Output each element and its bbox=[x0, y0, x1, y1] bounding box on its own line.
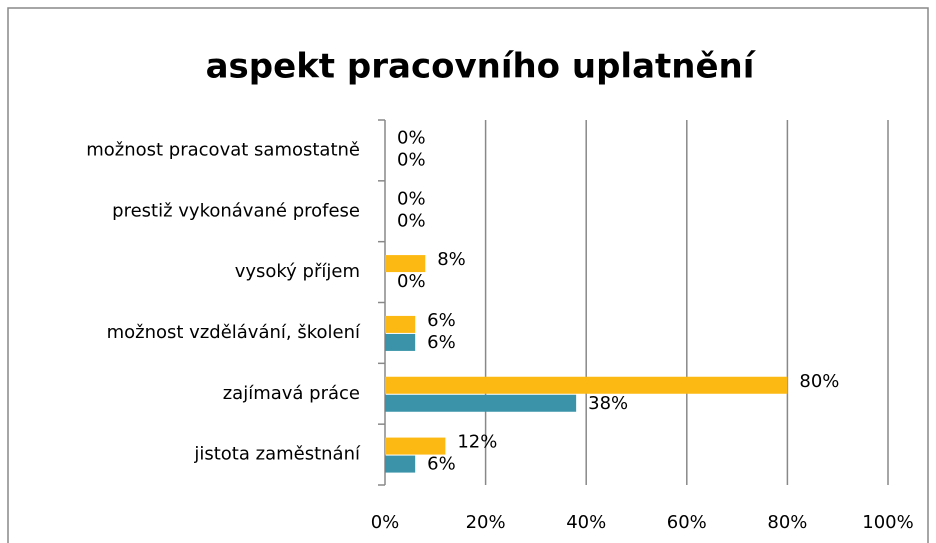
data-label: 0% bbox=[397, 271, 426, 292]
data-label: 12% bbox=[457, 432, 497, 453]
data-label: 0% bbox=[397, 210, 426, 231]
y-tick-label: možnost vzdělávání, školení bbox=[107, 322, 361, 343]
data-label: 0% bbox=[397, 127, 426, 148]
data-label: 6% bbox=[427, 454, 456, 475]
y-tick-label: možnost pracovat samostatně bbox=[86, 139, 360, 160]
data-label: 0% bbox=[397, 188, 426, 209]
x-tick-label: 20% bbox=[466, 512, 506, 533]
bar bbox=[385, 455, 416, 473]
y-tick-label: jistota zaměstnání bbox=[193, 444, 361, 465]
chart-title: aspekt pracovního uplatnění bbox=[206, 47, 757, 87]
bar bbox=[385, 376, 788, 394]
bar bbox=[385, 315, 416, 333]
x-tick-label: 100% bbox=[862, 512, 913, 533]
y-tick-label: vysoký příjem bbox=[235, 261, 360, 282]
data-label: 38% bbox=[588, 393, 628, 414]
bar bbox=[385, 333, 416, 351]
x-tick-label: 0% bbox=[371, 512, 400, 533]
bar bbox=[385, 394, 577, 412]
y-tick-label: zajímavá práce bbox=[223, 383, 360, 404]
data-label: 6% bbox=[427, 310, 456, 331]
x-tick-label: 80% bbox=[767, 512, 807, 533]
data-label: 8% bbox=[437, 249, 466, 270]
y-tick-label: prestiž vykonávané profese bbox=[112, 200, 360, 221]
x-tick-label: 60% bbox=[667, 512, 707, 533]
data-label: 0% bbox=[397, 149, 426, 170]
chart-frame bbox=[7, 7, 929, 543]
bar bbox=[385, 437, 446, 455]
x-tick-label: 40% bbox=[566, 512, 606, 533]
bar bbox=[385, 255, 426, 273]
data-label: 80% bbox=[799, 371, 839, 392]
data-label: 6% bbox=[427, 332, 456, 353]
